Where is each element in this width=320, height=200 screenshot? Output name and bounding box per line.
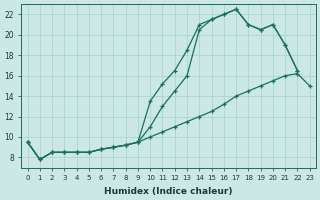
X-axis label: Humidex (Indice chaleur): Humidex (Indice chaleur) <box>104 187 233 196</box>
